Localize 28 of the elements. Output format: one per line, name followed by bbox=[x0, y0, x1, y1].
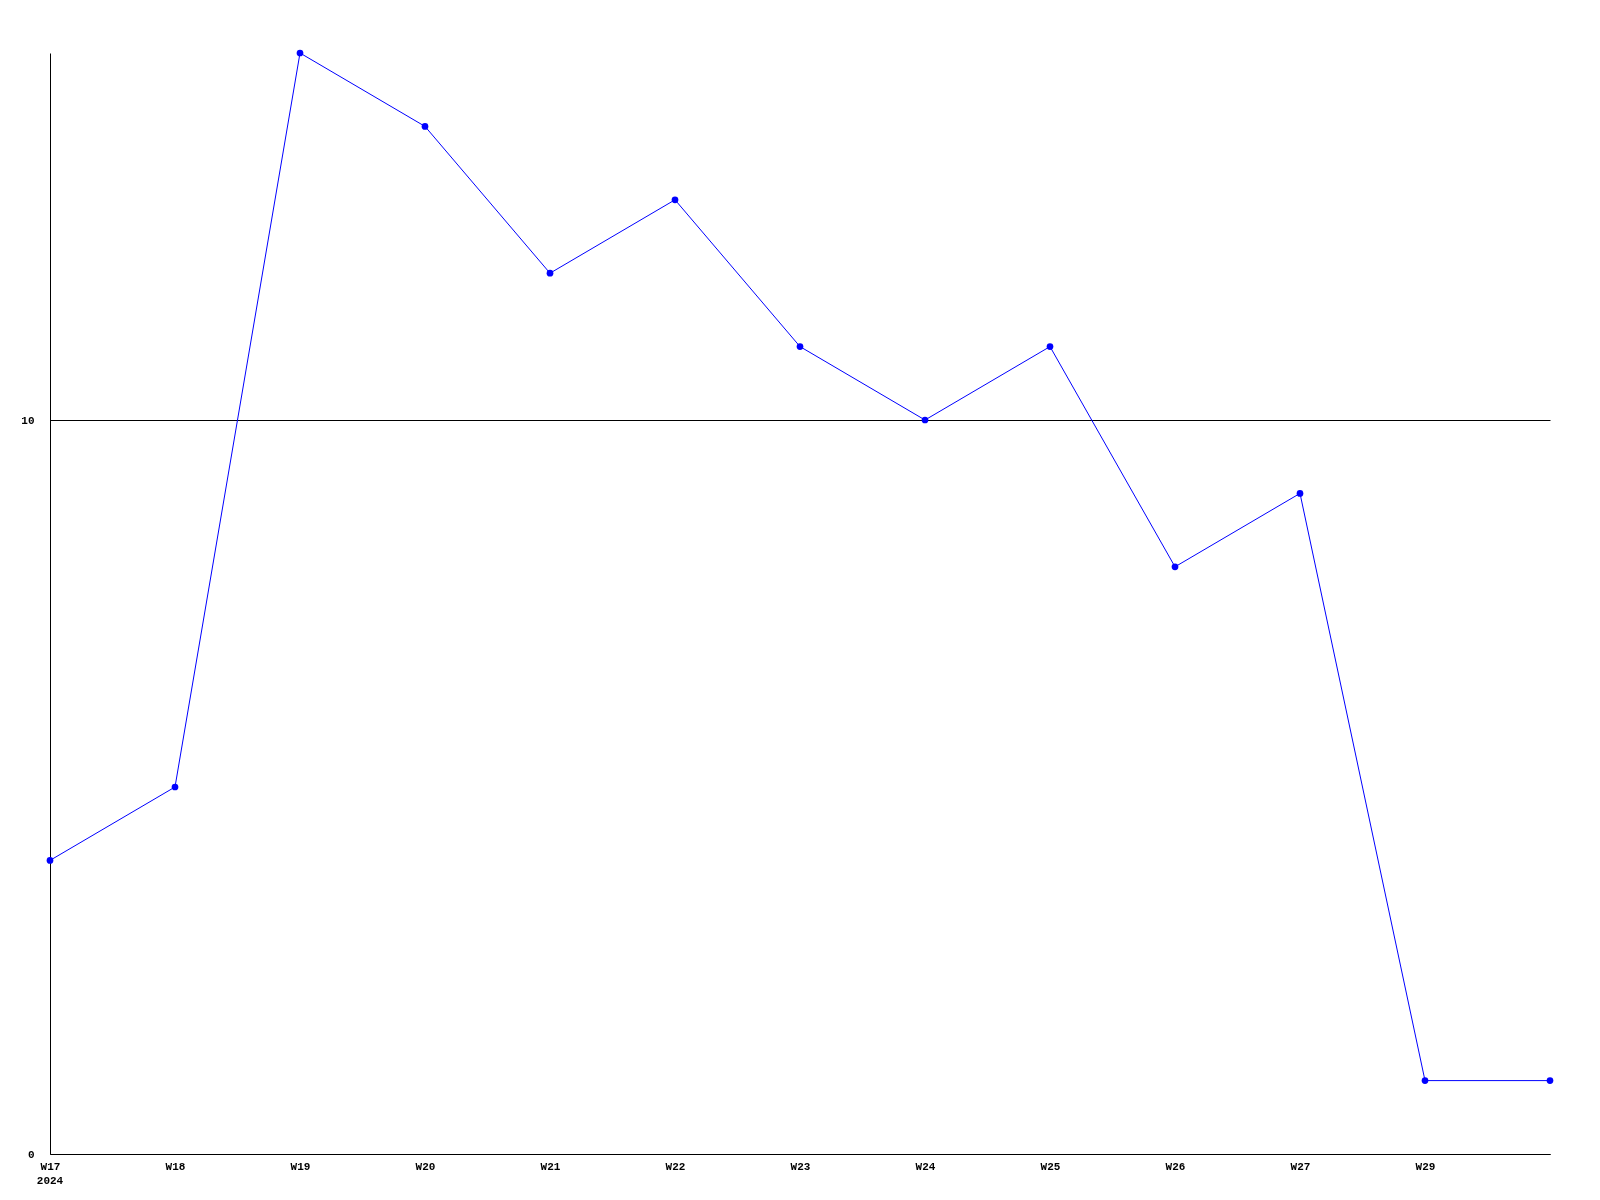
point bbox=[1296, 490, 1304, 497]
point bbox=[1546, 1077, 1554, 1084]
x-tick-label: W22 bbox=[665, 1160, 686, 1173]
point bbox=[921, 416, 929, 424]
point bbox=[171, 783, 179, 791]
point bbox=[546, 269, 554, 277]
x-tick-label: W19 bbox=[290, 1160, 311, 1173]
x-tick-label: W20 bbox=[415, 1160, 436, 1173]
y-tick-label: 0 bbox=[27, 1148, 35, 1161]
y-tick-label: 10 bbox=[21, 414, 35, 427]
point bbox=[46, 857, 54, 864]
x-tick-label: W18 bbox=[165, 1160, 186, 1173]
point bbox=[1421, 1077, 1429, 1084]
x-tick-label: W26 bbox=[1165, 1160, 1186, 1173]
x-tick-label: W24 bbox=[915, 1160, 936, 1173]
point bbox=[1046, 343, 1054, 350]
point bbox=[1171, 563, 1179, 571]
x-tick-label: W23 bbox=[790, 1160, 811, 1173]
point bbox=[296, 49, 304, 57]
x-tick-label: W29 bbox=[1415, 1160, 1436, 1173]
point bbox=[671, 196, 679, 204]
x-tick-label: W21 bbox=[540, 1160, 561, 1173]
x-tick-label: W27 bbox=[1290, 1160, 1311, 1173]
text: 2024 bbox=[36, 1175, 64, 1187]
x-tick-label: W25 bbox=[1040, 1160, 1061, 1173]
point bbox=[796, 343, 804, 350]
x-tick-label: W17 bbox=[40, 1160, 61, 1173]
point bbox=[421, 123, 429, 130]
